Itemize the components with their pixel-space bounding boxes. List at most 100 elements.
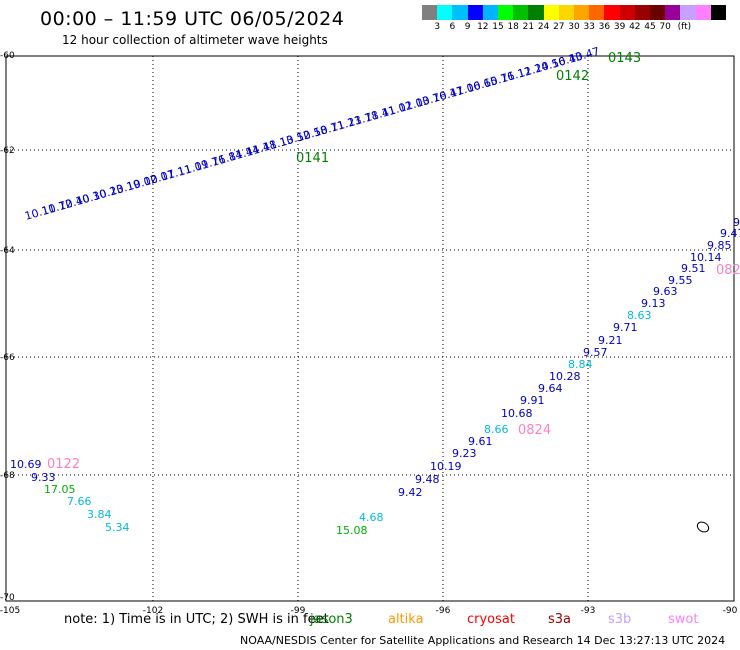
y-axis-label: -66 xyxy=(0,353,15,363)
color-scale-label: 15 xyxy=(492,22,504,32)
color-scale-label: 39 xyxy=(613,22,626,32)
wave-height-value: 9.61 xyxy=(468,435,493,448)
wave-height-value: 10.68 xyxy=(501,407,533,420)
page-subtitle: 12 hour collection of altimeter wave hei… xyxy=(62,33,328,47)
wave-height-value: 8.63 xyxy=(627,309,652,322)
wave-height-value: 9 xyxy=(733,216,740,229)
wave-height-value: 9.13 xyxy=(641,297,666,310)
wave-height-value: 17.05 xyxy=(44,483,76,496)
wave-height-value: 9.21 xyxy=(598,334,623,347)
color-scale-label: 9 xyxy=(464,22,471,32)
wave-height-value: 9.55 xyxy=(668,274,693,287)
wave-height-value: 8.84 xyxy=(568,358,593,371)
satellite-legend-item: jason3 xyxy=(310,612,353,627)
satellite-legend-item: cryosat xyxy=(467,612,515,627)
color-swatch xyxy=(665,5,681,20)
color-swatch xyxy=(634,5,651,20)
x-axis-label: -102 xyxy=(143,606,163,616)
color-scale-label: 24 xyxy=(537,22,550,32)
color-scale-label: 27 xyxy=(553,22,565,32)
color-scale-label: 3 xyxy=(434,22,441,32)
color-swatch xyxy=(467,5,484,20)
wave-height-value: 9.42 xyxy=(398,486,423,499)
y-axis-label: -60 xyxy=(0,51,15,61)
pass-time-tag: 082 xyxy=(716,263,740,278)
color-swatch xyxy=(680,5,696,20)
color-swatch xyxy=(452,5,468,20)
x-axis-label: -96 xyxy=(436,606,451,616)
color-scale-label: (ft) xyxy=(677,22,692,32)
pass-time-tag: 0142 xyxy=(556,69,589,84)
wave-height-value: 10.69 xyxy=(10,458,42,471)
color-swatch xyxy=(710,5,727,20)
pass-time-tag: 0824 xyxy=(518,423,551,438)
wave-height-value: 9.47 xyxy=(720,227,740,240)
wave-height-value: 9.33 xyxy=(31,471,56,484)
wave-height-value: 7.66 xyxy=(67,495,92,508)
color-scale-label: 18 xyxy=(507,22,519,32)
color-swatch xyxy=(437,5,453,20)
footer-credit: NOAA/NESDIS Center for Satellite Applica… xyxy=(240,634,726,647)
y-axis-label: -62 xyxy=(0,146,15,156)
color-scale-label: 36 xyxy=(598,22,611,32)
color-swatch xyxy=(574,5,590,20)
wave-height-value: 5.34 xyxy=(105,521,130,534)
color-swatch xyxy=(589,5,605,20)
wave-height-value: 10.14 xyxy=(690,251,722,264)
pass-time-tag: 0122 xyxy=(47,457,80,472)
wave-height-value: 10.28 xyxy=(549,370,581,383)
wave-height-value: 9.57 xyxy=(583,346,608,359)
satellite-legend-item: s3b xyxy=(608,612,632,627)
color-scale-label: 42 xyxy=(629,22,641,32)
wave-height-value: 10.47 xyxy=(567,45,601,66)
color-scale-label: 45 xyxy=(644,22,656,32)
color-scale-label: 70 xyxy=(659,22,671,32)
satellite-legend-item: altika xyxy=(388,612,424,627)
color-swatch xyxy=(543,5,560,20)
wave-height-value: 9.85 xyxy=(707,239,732,252)
color-swatch xyxy=(422,5,438,20)
x-axis-label: -105 xyxy=(0,606,20,616)
footer-note: note: 1) Time is in UTC; 2) SWH is in fe… xyxy=(64,612,329,627)
color-swatch xyxy=(528,5,544,20)
color-scale-label: 12 xyxy=(477,22,489,32)
wave-height-value: 9.63 xyxy=(653,285,678,298)
pass-time-tag: 0143 xyxy=(608,51,641,66)
wave-height-value: 3.84 xyxy=(87,508,112,521)
grid-lines xyxy=(6,56,734,601)
color-swatch xyxy=(513,5,529,20)
pass-time-tag: 0141 xyxy=(296,151,329,166)
color-swatch xyxy=(558,5,575,20)
island-outline xyxy=(696,521,710,533)
color-scale-label: 6 xyxy=(449,22,456,32)
color-swatch xyxy=(695,5,712,20)
wave-height-value: 10.19 xyxy=(430,460,462,473)
wave-height-value: 9.23 xyxy=(452,447,477,460)
wave-height-value: 9.51 xyxy=(681,262,706,275)
color-swatch xyxy=(619,5,636,20)
color-swatch xyxy=(498,5,514,20)
y-axis-label: -70 xyxy=(0,593,15,603)
page-title: 00:00 – 11:59 UTC 06/05/2024 xyxy=(40,8,345,30)
color-scale-label: 21 xyxy=(522,22,535,32)
map-frame xyxy=(5,55,735,602)
satellite-legend-item: s3a xyxy=(548,612,572,627)
wave-height-value: 9.71 xyxy=(613,321,638,334)
y-axis-label: -68 xyxy=(0,471,15,481)
wave-height-value: 4.68 xyxy=(359,511,384,524)
color-swatch xyxy=(482,5,499,20)
color-swatch xyxy=(604,5,620,20)
satellite-legend-item: swot xyxy=(668,612,699,627)
wave-height-value: 9.48 xyxy=(415,473,440,486)
color-swatch xyxy=(650,5,666,20)
wave-height-value: 15.08 xyxy=(336,524,368,537)
color-scale-label: 33 xyxy=(583,22,595,32)
color-scale-label: 30 xyxy=(568,22,580,32)
x-axis-label: -90 xyxy=(723,606,738,616)
y-axis-label: -64 xyxy=(0,246,15,256)
wave-height-value: 9.91 xyxy=(520,394,545,407)
x-axis-label: -99 xyxy=(291,606,306,616)
x-axis-label: -93 xyxy=(581,606,596,616)
wave-height-value: 8.66 xyxy=(484,423,509,436)
